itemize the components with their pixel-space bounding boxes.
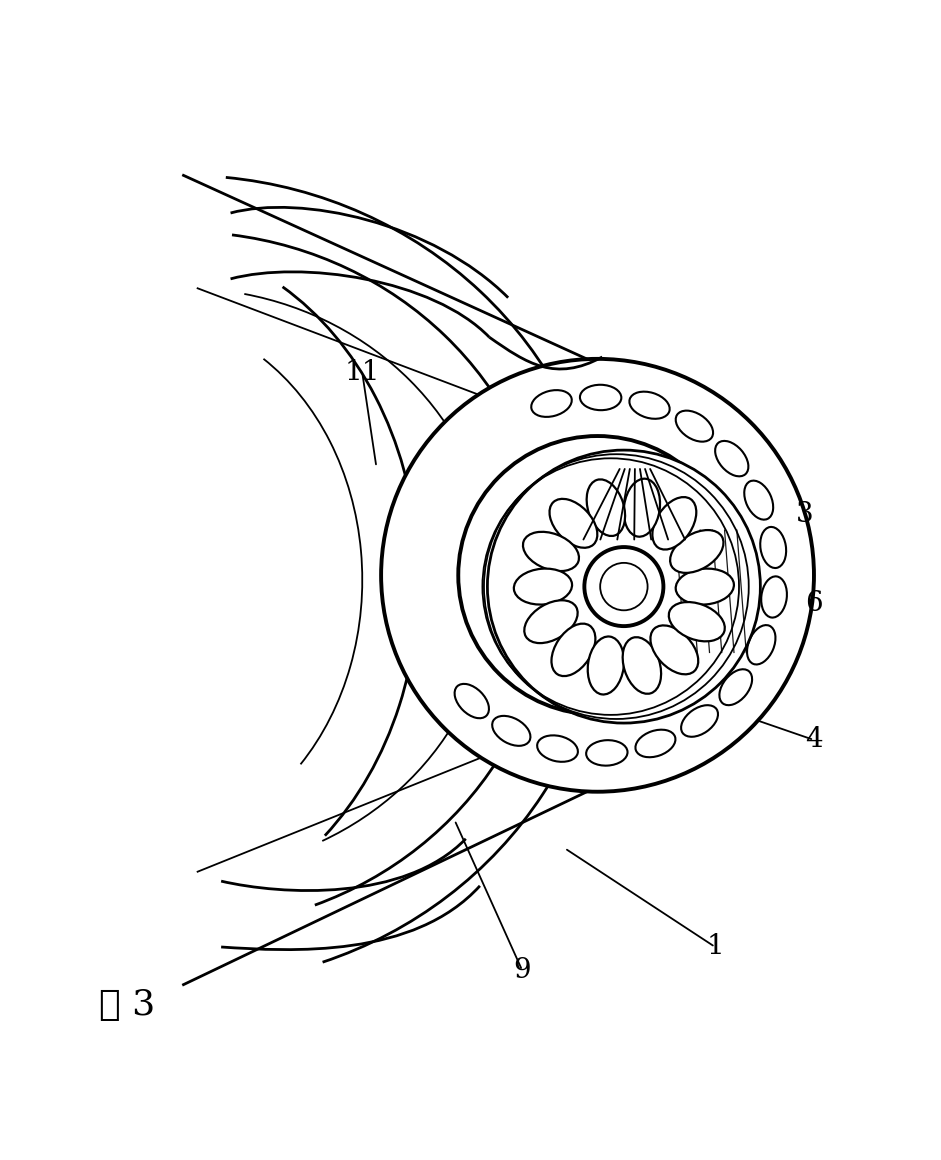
Text: 1: 1 xyxy=(707,934,724,960)
Ellipse shape xyxy=(537,735,578,762)
Ellipse shape xyxy=(514,568,572,604)
Ellipse shape xyxy=(744,480,774,520)
Ellipse shape xyxy=(584,548,663,626)
Text: 3: 3 xyxy=(796,501,813,528)
Ellipse shape xyxy=(623,637,662,694)
Ellipse shape xyxy=(551,624,596,676)
Ellipse shape xyxy=(487,450,760,723)
Ellipse shape xyxy=(669,602,725,641)
Ellipse shape xyxy=(586,479,625,536)
Ellipse shape xyxy=(747,625,775,665)
Ellipse shape xyxy=(458,436,737,715)
Ellipse shape xyxy=(455,684,489,718)
Ellipse shape xyxy=(523,531,579,571)
Text: 6: 6 xyxy=(805,590,822,617)
Ellipse shape xyxy=(676,568,734,604)
Ellipse shape xyxy=(650,625,698,674)
Ellipse shape xyxy=(492,716,531,746)
Ellipse shape xyxy=(652,498,696,550)
Ellipse shape xyxy=(524,600,578,643)
Ellipse shape xyxy=(720,669,752,705)
Text: 图 3: 图 3 xyxy=(99,988,155,1022)
Ellipse shape xyxy=(550,499,598,548)
Ellipse shape xyxy=(760,527,786,568)
Ellipse shape xyxy=(681,705,718,737)
Ellipse shape xyxy=(761,577,787,617)
Ellipse shape xyxy=(630,392,670,419)
Text: 4: 4 xyxy=(805,726,822,754)
Ellipse shape xyxy=(624,479,660,537)
Ellipse shape xyxy=(580,385,621,411)
Ellipse shape xyxy=(635,730,676,757)
Ellipse shape xyxy=(676,411,713,442)
Ellipse shape xyxy=(600,563,647,610)
Text: 11: 11 xyxy=(344,360,380,386)
Ellipse shape xyxy=(715,441,748,477)
Ellipse shape xyxy=(670,530,724,573)
Ellipse shape xyxy=(586,740,628,766)
Ellipse shape xyxy=(532,390,572,416)
Ellipse shape xyxy=(588,637,624,695)
Text: 9: 9 xyxy=(514,957,531,984)
Ellipse shape xyxy=(381,358,814,792)
